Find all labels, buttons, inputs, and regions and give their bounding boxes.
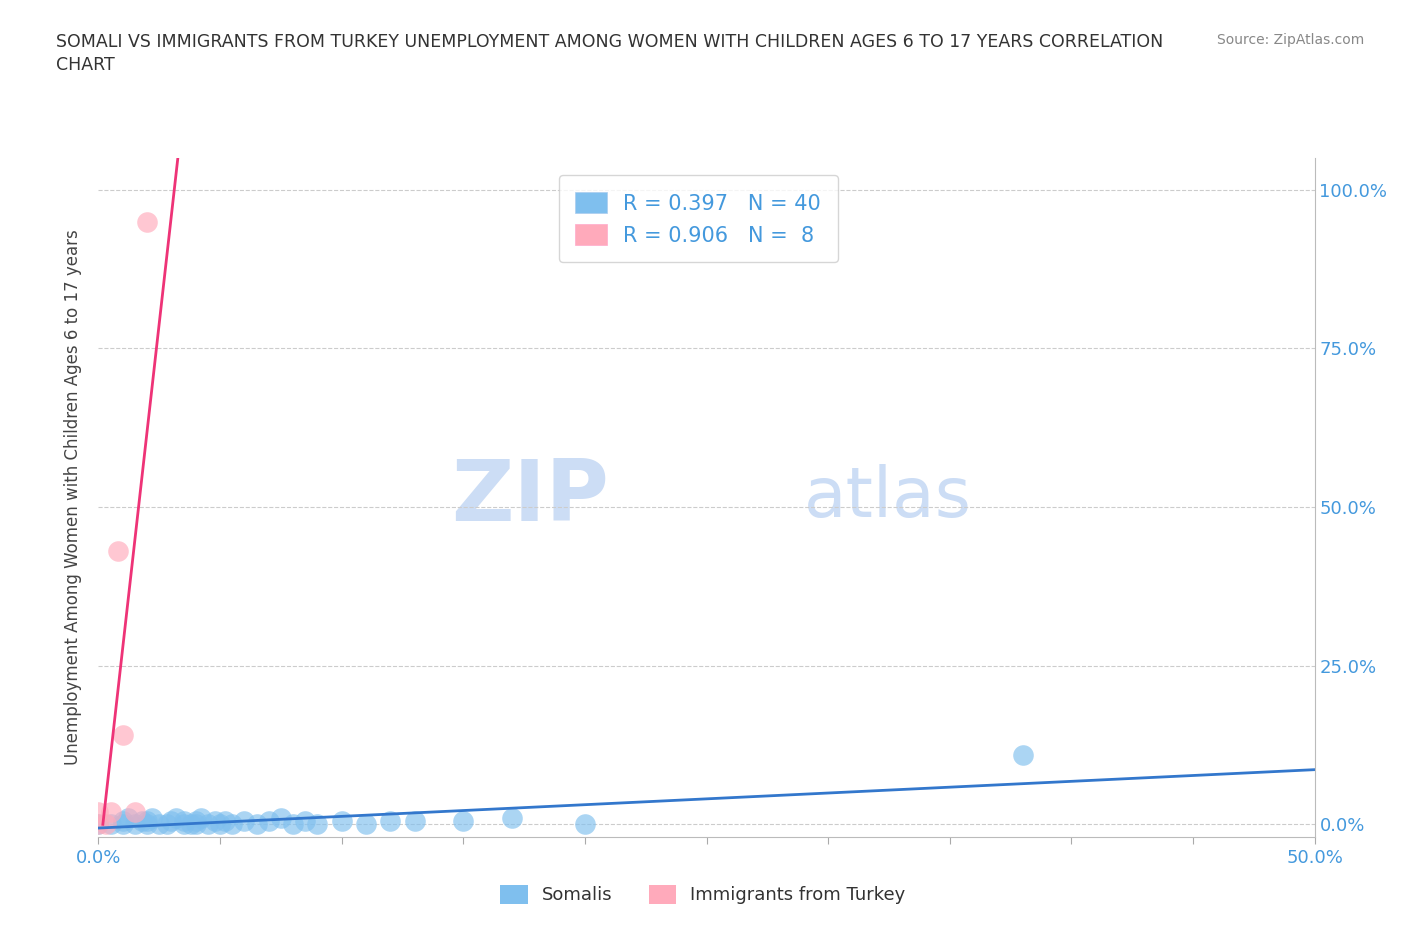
Point	[111, 728, 134, 743]
Point	[270, 811, 292, 826]
Point	[204, 814, 226, 829]
Text: atlas: atlas	[804, 464, 972, 531]
Point	[1011, 747, 1033, 762]
Point	[111, 817, 134, 831]
Point	[209, 817, 232, 831]
Point	[155, 817, 177, 831]
Point	[501, 811, 523, 826]
Point	[136, 214, 159, 229]
Text: CHART: CHART	[56, 56, 115, 73]
Point	[245, 817, 267, 831]
Point	[404, 814, 426, 829]
Text: SOMALI VS IMMIGRANTS FROM TURKEY UNEMPLOYMENT AMONG WOMEN WITH CHILDREN AGES 6 T: SOMALI VS IMMIGRANTS FROM TURKEY UNEMPLO…	[56, 33, 1164, 50]
Point	[100, 817, 122, 831]
Point	[87, 817, 110, 831]
Point	[257, 814, 280, 829]
Point	[100, 804, 122, 819]
Text: Source: ZipAtlas.com: Source: ZipAtlas.com	[1216, 33, 1364, 46]
Point	[330, 814, 353, 829]
Point	[87, 804, 110, 819]
Point	[124, 817, 146, 831]
Point	[148, 817, 170, 831]
Point	[233, 814, 256, 829]
Point	[173, 814, 195, 829]
Point	[221, 817, 243, 831]
Point	[380, 814, 402, 829]
Point	[136, 817, 159, 831]
Point	[190, 811, 212, 826]
Point	[131, 814, 153, 829]
Legend: R = 0.397   N = 40, R = 0.906   N =  8: R = 0.397 N = 40, R = 0.906 N = 8	[558, 176, 838, 262]
Point	[180, 817, 202, 831]
Point	[354, 817, 377, 831]
Point	[107, 544, 129, 559]
Point	[184, 817, 207, 831]
Point	[94, 817, 117, 831]
Point	[160, 814, 183, 829]
Point	[197, 817, 219, 831]
Point	[307, 817, 329, 831]
Legend: Somalis, Immigrants from Turkey: Somalis, Immigrants from Turkey	[494, 878, 912, 911]
Point	[574, 817, 596, 831]
Point	[214, 814, 236, 829]
Point	[111, 814, 134, 829]
Text: ZIP: ZIP	[451, 456, 609, 539]
Point	[184, 814, 207, 829]
Point	[453, 814, 475, 829]
Point	[141, 811, 163, 826]
Point	[136, 814, 159, 829]
Point	[117, 811, 139, 826]
Point	[281, 817, 304, 831]
Point	[173, 817, 195, 831]
Point	[124, 804, 146, 819]
Y-axis label: Unemployment Among Women with Children Ages 6 to 17 years: Unemployment Among Women with Children A…	[65, 230, 83, 765]
Point	[294, 814, 316, 829]
Point	[87, 817, 110, 831]
Point	[165, 811, 187, 826]
